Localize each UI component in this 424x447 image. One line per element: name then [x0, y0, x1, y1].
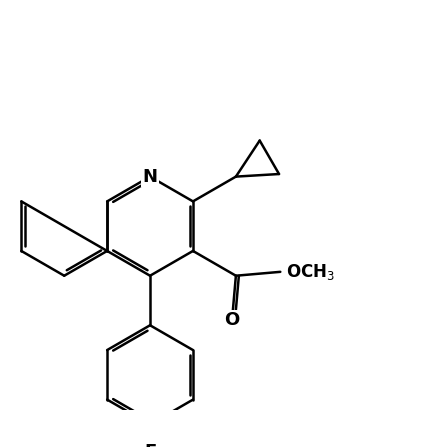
Text: N: N [142, 168, 158, 186]
Text: O: O [224, 311, 240, 329]
Text: OCH$_3$: OCH$_3$ [286, 262, 335, 282]
Text: F: F [144, 443, 156, 447]
